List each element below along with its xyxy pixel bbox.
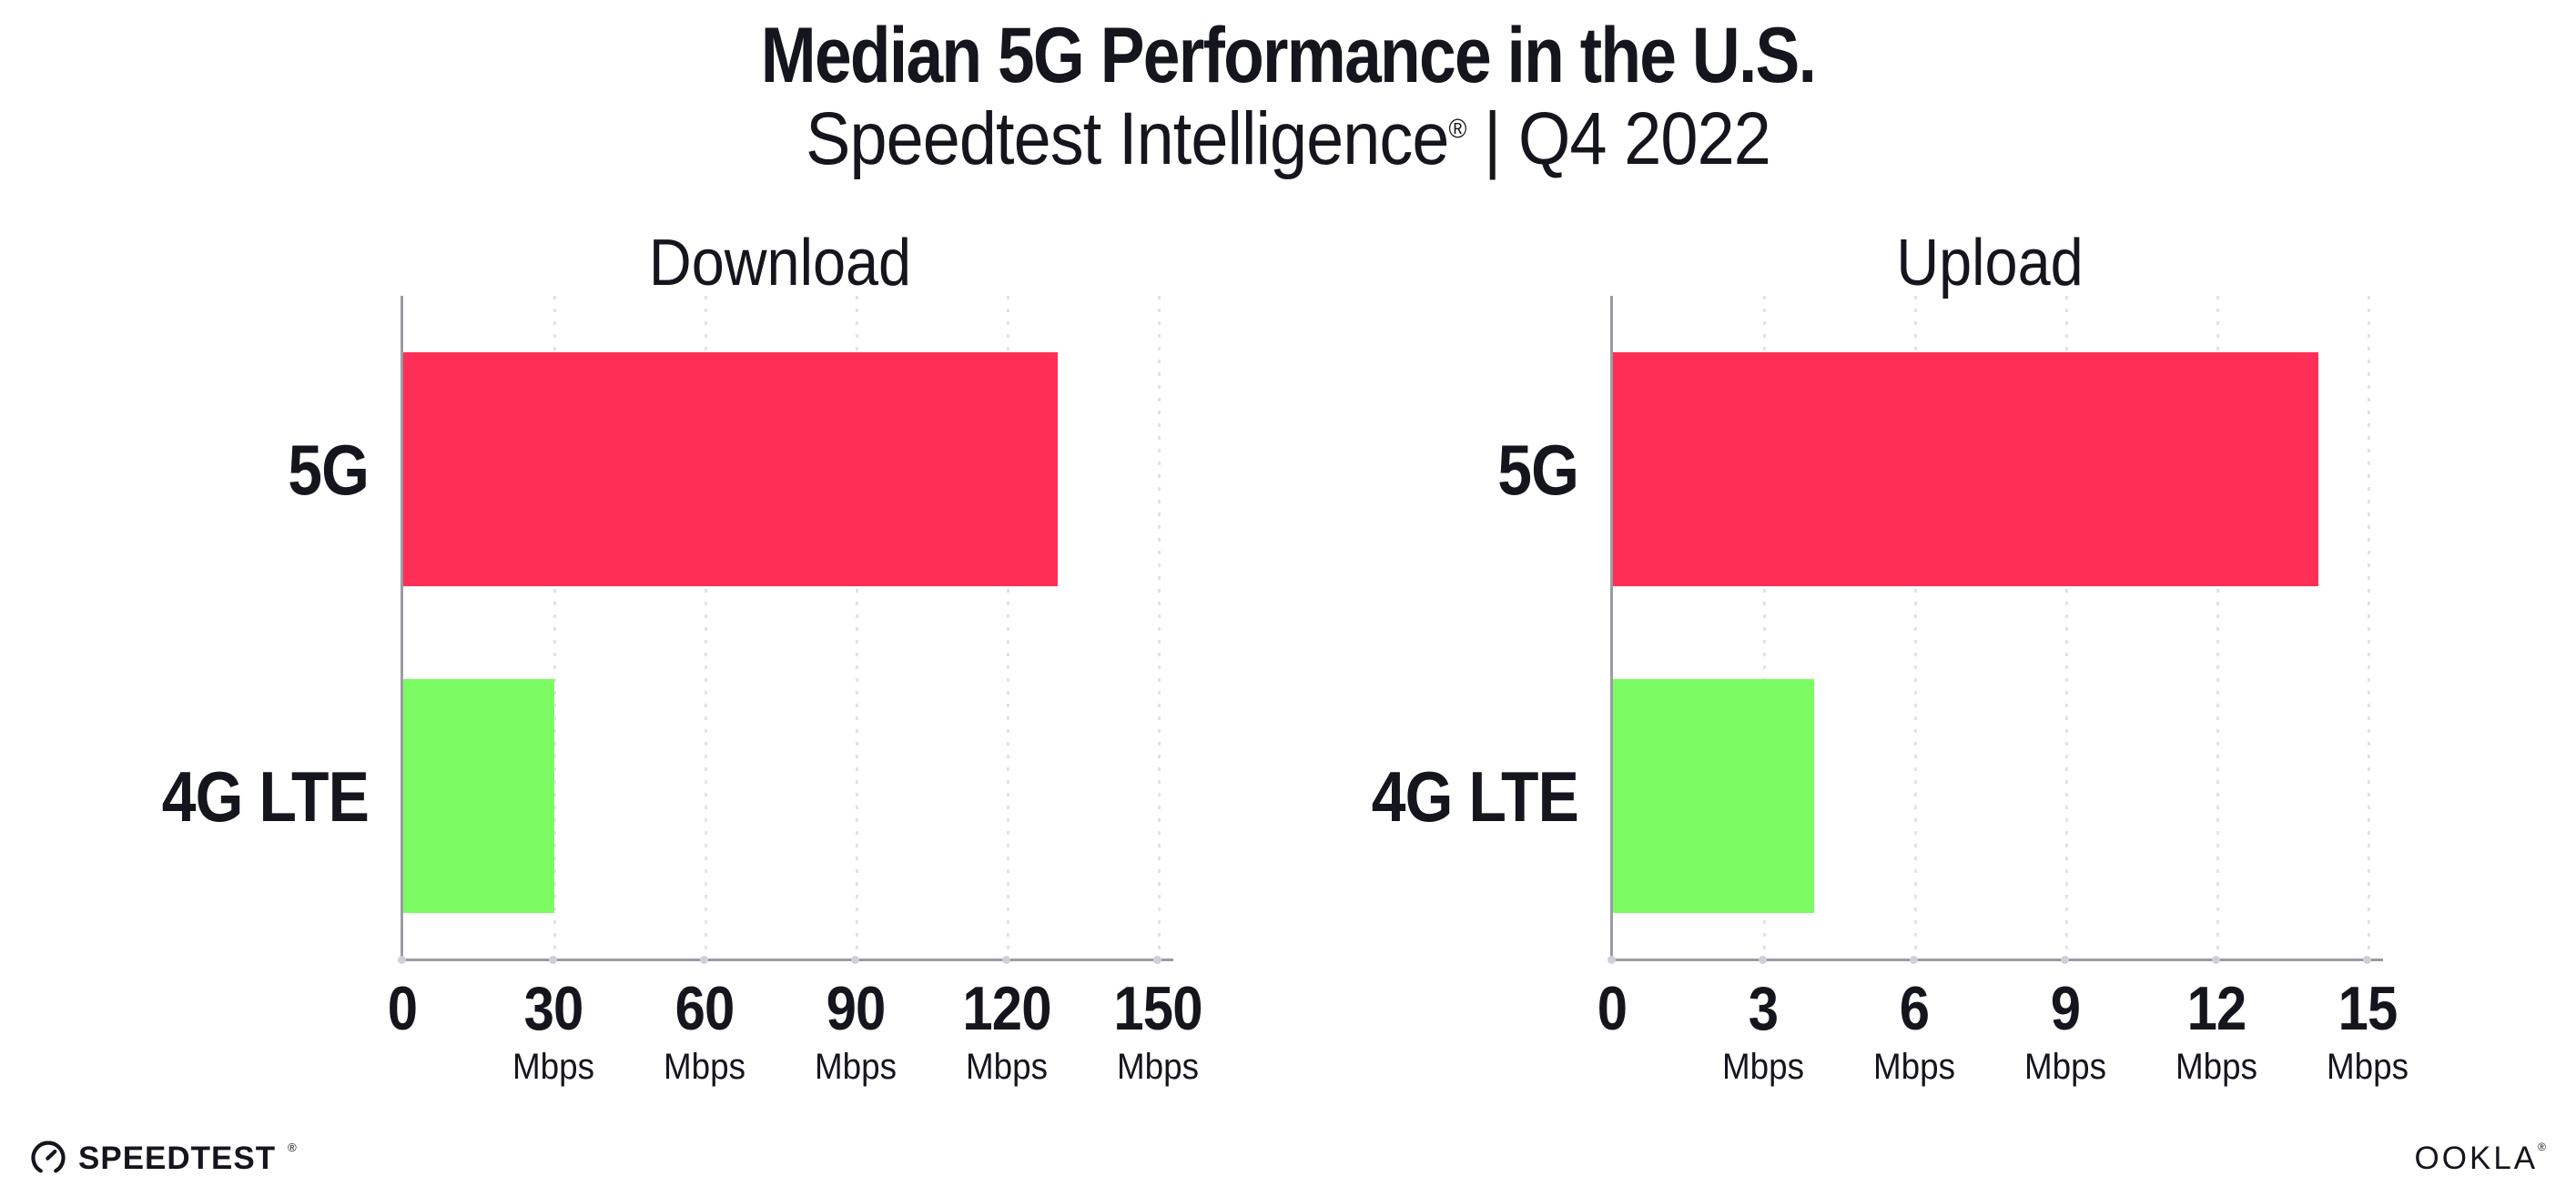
tick-unit-download-120: Mbps [965,1047,1048,1087]
gridline-upload-9 [2064,296,2068,959]
chart-title-download: Download [648,227,911,299]
tick-dot-upload-9 [2061,956,2069,964]
tick-unit-upload-9: Mbps [2023,1047,2106,1087]
speedtest-registered-icon: ® [288,1140,297,1154]
tick-label-upload-6: 6 [1899,974,1929,1043]
tick-dot-download-30 [549,956,557,964]
plot-area-download [401,296,1161,959]
tick-label-download-90: 90 [826,974,886,1043]
tick-label-download-60: 60 [674,974,735,1043]
tick-label-download-0: 0 [387,974,417,1043]
bar-upload-5g [1613,352,2318,586]
tick-unit-upload-3: Mbps [1721,1047,1804,1087]
tick-label-upload-12: 12 [2186,974,2246,1043]
subtitle-period: | Q4 2022 [1465,97,1771,180]
bar-download-5g [403,352,1058,586]
tick-label-download-30: 30 [523,974,583,1043]
category-label-4g-lte: 4G LTE [1371,756,1579,837]
tick-dot-download-60 [700,956,708,964]
plot-area-upload [1610,296,2370,959]
tick-unit-download-30: Mbps [512,1047,594,1087]
tick-dot-download-0 [398,956,406,964]
gridline-upload-15 [2367,296,2370,959]
tick-label-download-120: 120 [961,974,1051,1043]
registered-trademark-icon: ® [1448,114,1467,145]
gridline-download-90 [855,296,858,959]
tick-unit-download-60: Mbps [663,1047,745,1087]
gridline-download-60 [704,296,707,959]
page-subtitle: Speedtest Intelligence® | Q4 2022 [129,96,2448,182]
tick-label-upload-9: 9 [2050,974,2080,1043]
ookla-registered-icon: ® [2538,1141,2546,1153]
tick-dot-upload-3 [1759,956,1767,964]
category-label-4g-lte: 4G LTE [161,756,370,837]
tick-dot-upload-0 [1607,956,1616,964]
gridline-download-30 [553,296,556,959]
bar-upload-4g-lte [1613,679,1814,913]
tick-unit-upload-15: Mbps [2326,1047,2409,1087]
tick-dot-download-150 [1153,956,1161,964]
gridline-download-120 [1006,296,1009,959]
gridline-upload-12 [2216,296,2219,959]
category-label-5g: 5G [288,429,370,510]
x-axis-download [401,959,1173,961]
tick-unit-upload-12: Mbps [2175,1047,2257,1087]
speedtest-wordmark: SPEEDTEST [78,1140,277,1176]
chart-title-upload: Upload [1895,227,2084,299]
tick-label-upload-15: 15 [2338,974,2398,1043]
tick-label-upload-3: 3 [1748,974,1778,1043]
gridline-download-150 [1157,296,1161,959]
tick-unit-upload-6: Mbps [1872,1047,1955,1087]
tick-dot-upload-12 [2212,956,2220,964]
tick-label-download-150: 150 [1112,974,1202,1043]
x-axis-upload [1610,959,2383,961]
tick-dot-upload-15 [2363,956,2371,964]
ookla-logo: OOKLA ® [2415,1140,2546,1176]
ookla-wordmark: OOKLA [2414,1140,2539,1176]
tick-dot-upload-6 [1910,956,1918,964]
category-label-5g: 5G [1497,429,1579,510]
tick-unit-download-90: Mbps [814,1047,897,1087]
speedtest-gauge-icon [31,1141,66,1173]
tick-unit-download-150: Mbps [1116,1047,1199,1087]
bar-download-4g-lte [403,679,554,913]
tick-label-upload-0: 0 [1597,974,1627,1043]
speedtest-logo: SPEEDTEST ® [30,1140,297,1176]
tick-dot-download-120 [1002,956,1010,964]
tick-dot-download-90 [851,956,859,964]
page-title: Median 5G Performance in the U.S. [760,12,1817,99]
gridline-upload-3 [1762,296,1766,959]
subtitle-brand: Speedtest Intelligence [806,97,1449,180]
gridline-upload-6 [1913,296,1917,959]
